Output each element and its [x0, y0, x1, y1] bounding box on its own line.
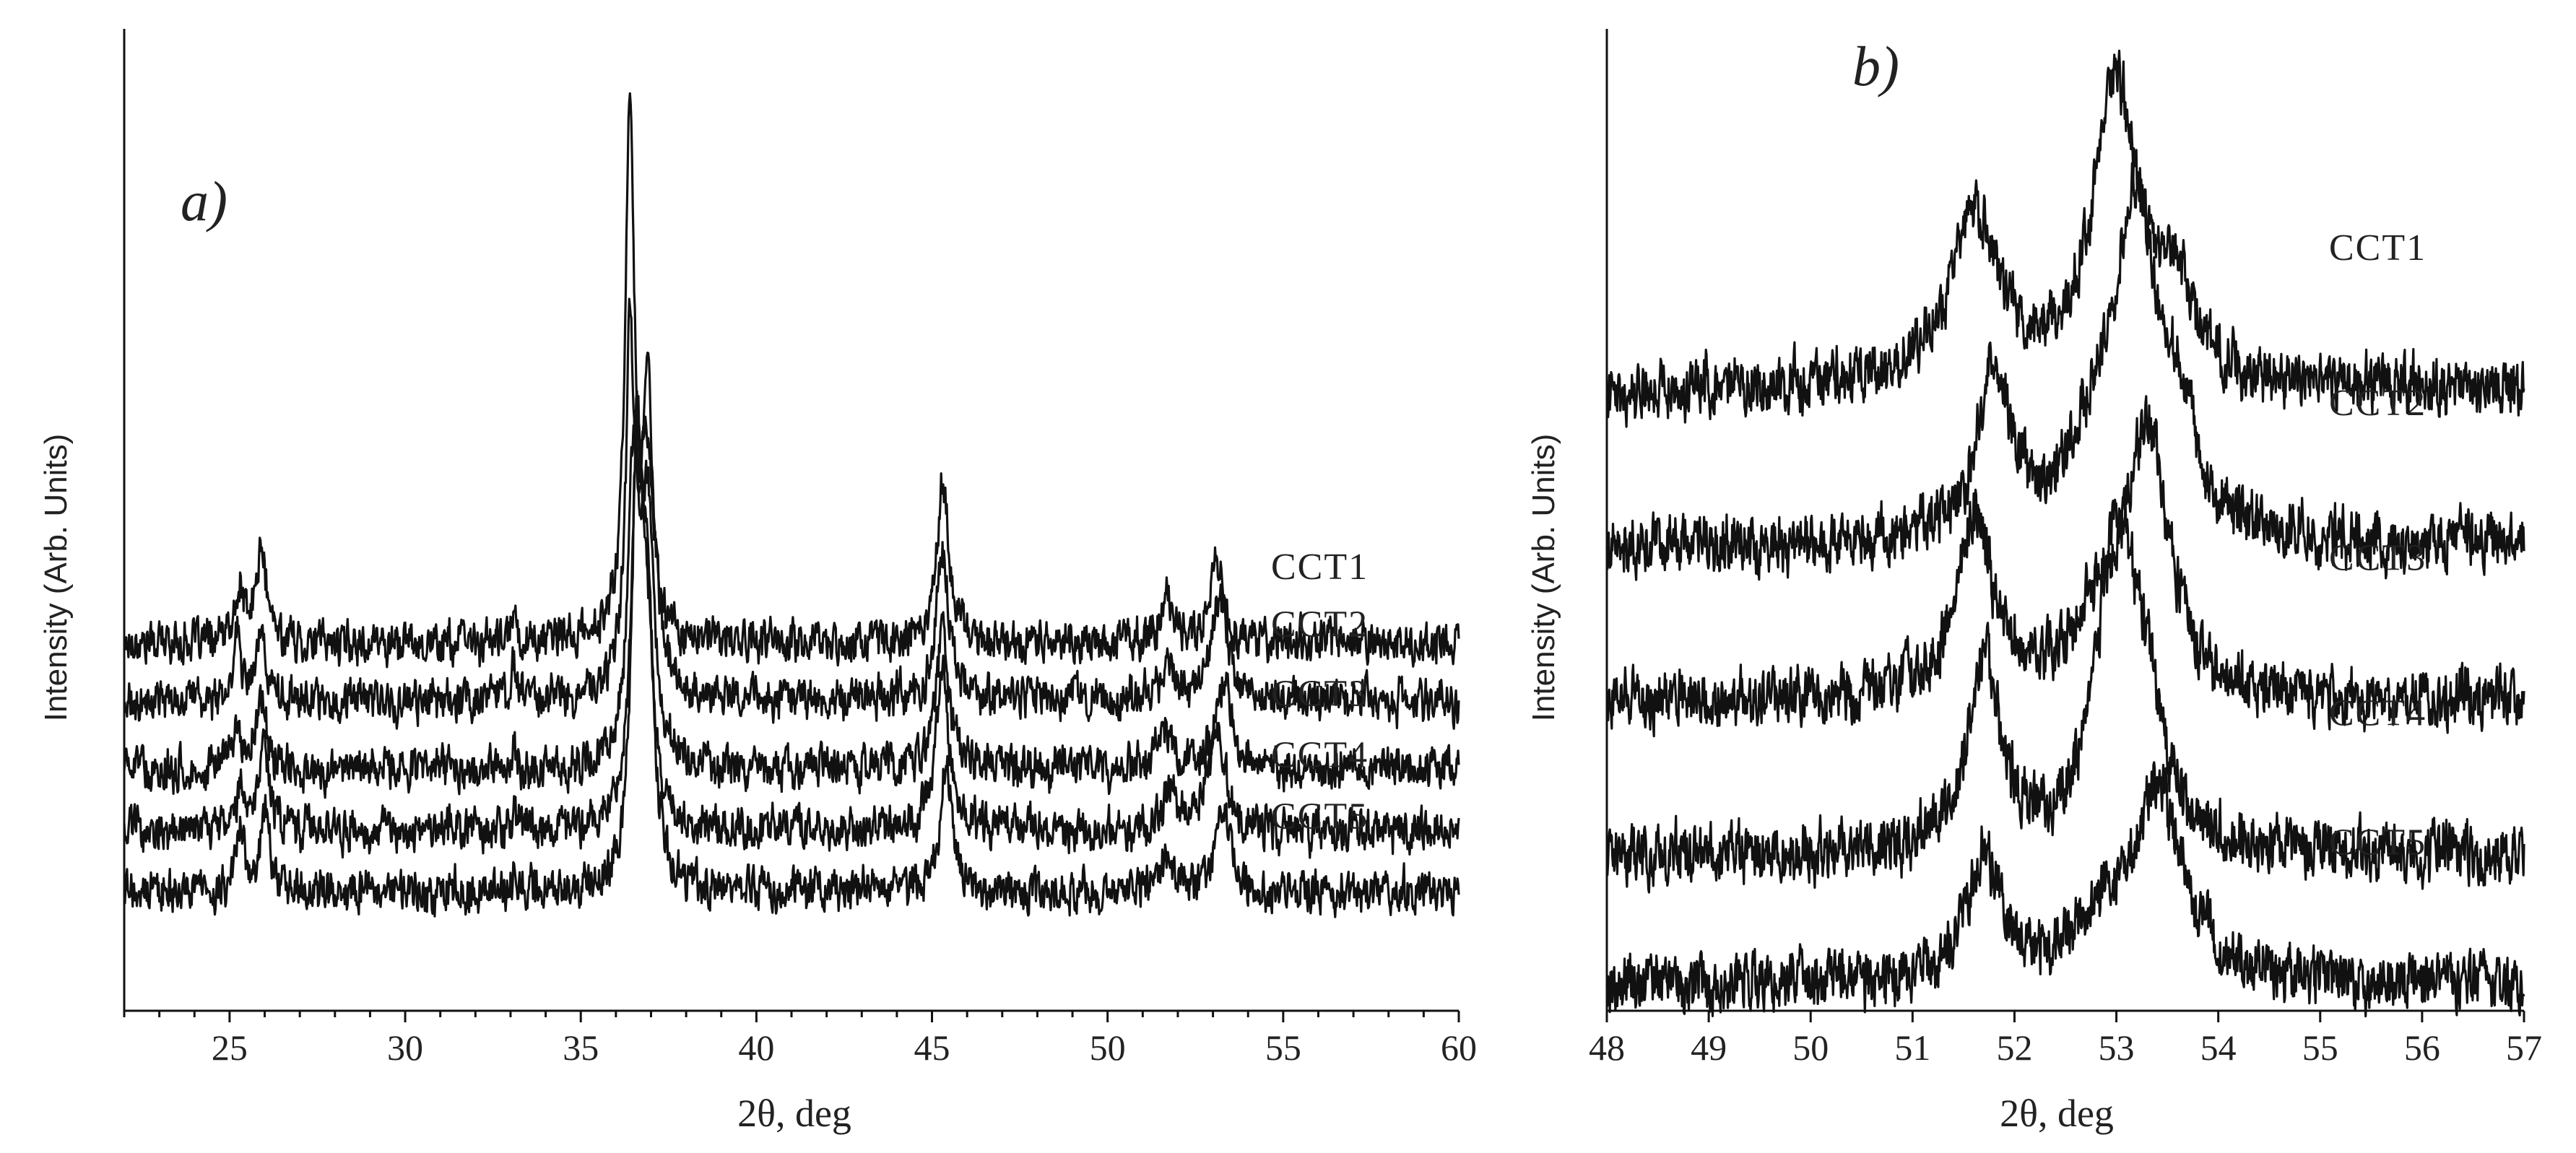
series-label-cct3: CCT3 — [2329, 538, 2427, 579]
panel-a-x-axis-title: 2θ, deg — [737, 1092, 851, 1135]
x-tick-label: 57 — [2506, 1027, 2542, 1068]
x-tick-label: 40 — [738, 1027, 774, 1068]
series-label-cct2: CCT2 — [1271, 604, 1369, 645]
series-line-cct4 — [123, 417, 1460, 859]
panel-a-tag: a) — [181, 170, 227, 232]
panel-a-chart: a) Intensity (Arb. Units) 2θ, deg 25 30 35… — [38, 29, 1477, 1135]
series-line-cct5 — [1605, 761, 2525, 1018]
x-tick-label: 52 — [1996, 1027, 2032, 1068]
series-label-cct1: CCT1 — [2329, 227, 2427, 269]
x-tick-label: 30 — [387, 1027, 423, 1068]
x-tick-label: 51 — [1894, 1027, 1930, 1068]
x-tick-label: 60 — [1441, 1027, 1477, 1068]
x-tick-label: 50 — [1792, 1027, 1829, 1068]
x-tick-label: 25 — [212, 1027, 248, 1068]
series-label-cct1: CCT1 — [1271, 547, 1369, 588]
series-line-cct5 — [123, 389, 1460, 918]
series-label-cct5: CCT5 — [2329, 822, 2427, 863]
x-tick-label: 48 — [1589, 1027, 1625, 1068]
series-line-cct3 — [123, 424, 1460, 799]
panel-b-tag: b) — [1852, 35, 1899, 97]
x-tick-label: 35 — [563, 1027, 599, 1068]
series-line-cct1 — [1605, 49, 2525, 428]
series-label-cct4: CCT4 — [2329, 692, 2427, 734]
series-label-cct5: CCT5 — [1271, 796, 1369, 837]
series-label-cct4: CCT4 — [1271, 735, 1369, 776]
series-label-cct3: CCT3 — [1271, 674, 1369, 715]
panel-b-x-axis-title: 2θ, deg — [2000, 1092, 2114, 1135]
x-tick-label: 56 — [2404, 1027, 2440, 1068]
series-line-cct4 — [1605, 487, 2525, 894]
series-label-cct2: CCT2 — [2329, 383, 2427, 424]
x-tick-label: 54 — [2200, 1027, 2237, 1068]
series-line-cct3 — [1605, 395, 2525, 738]
x-tick-label: 55 — [2302, 1027, 2338, 1068]
panel-a-y-axis-title: Intensity (Arb. Units) — [38, 434, 74, 722]
series-line-cct2 — [1605, 161, 2525, 581]
x-tick-label: 49 — [1691, 1027, 1727, 1068]
series-line-cct1 — [123, 92, 1460, 669]
panel-b-chart: b) Intensity (Arb. Units) 2θ, deg 48 49 50… — [1526, 29, 2542, 1135]
x-tick-label: 55 — [1265, 1027, 1301, 1068]
panel-b-y-axis-title: Intensity (Arb. Units) — [1526, 434, 1561, 722]
x-tick-label: 53 — [2099, 1027, 2135, 1068]
x-tick-label: 50 — [1090, 1027, 1126, 1068]
x-tick-label: 45 — [914, 1027, 950, 1068]
series-line-cct2 — [123, 297, 1460, 730]
